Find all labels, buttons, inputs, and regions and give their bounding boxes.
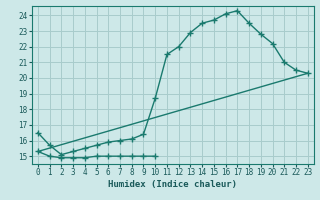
X-axis label: Humidex (Indice chaleur): Humidex (Indice chaleur) xyxy=(108,180,237,189)
